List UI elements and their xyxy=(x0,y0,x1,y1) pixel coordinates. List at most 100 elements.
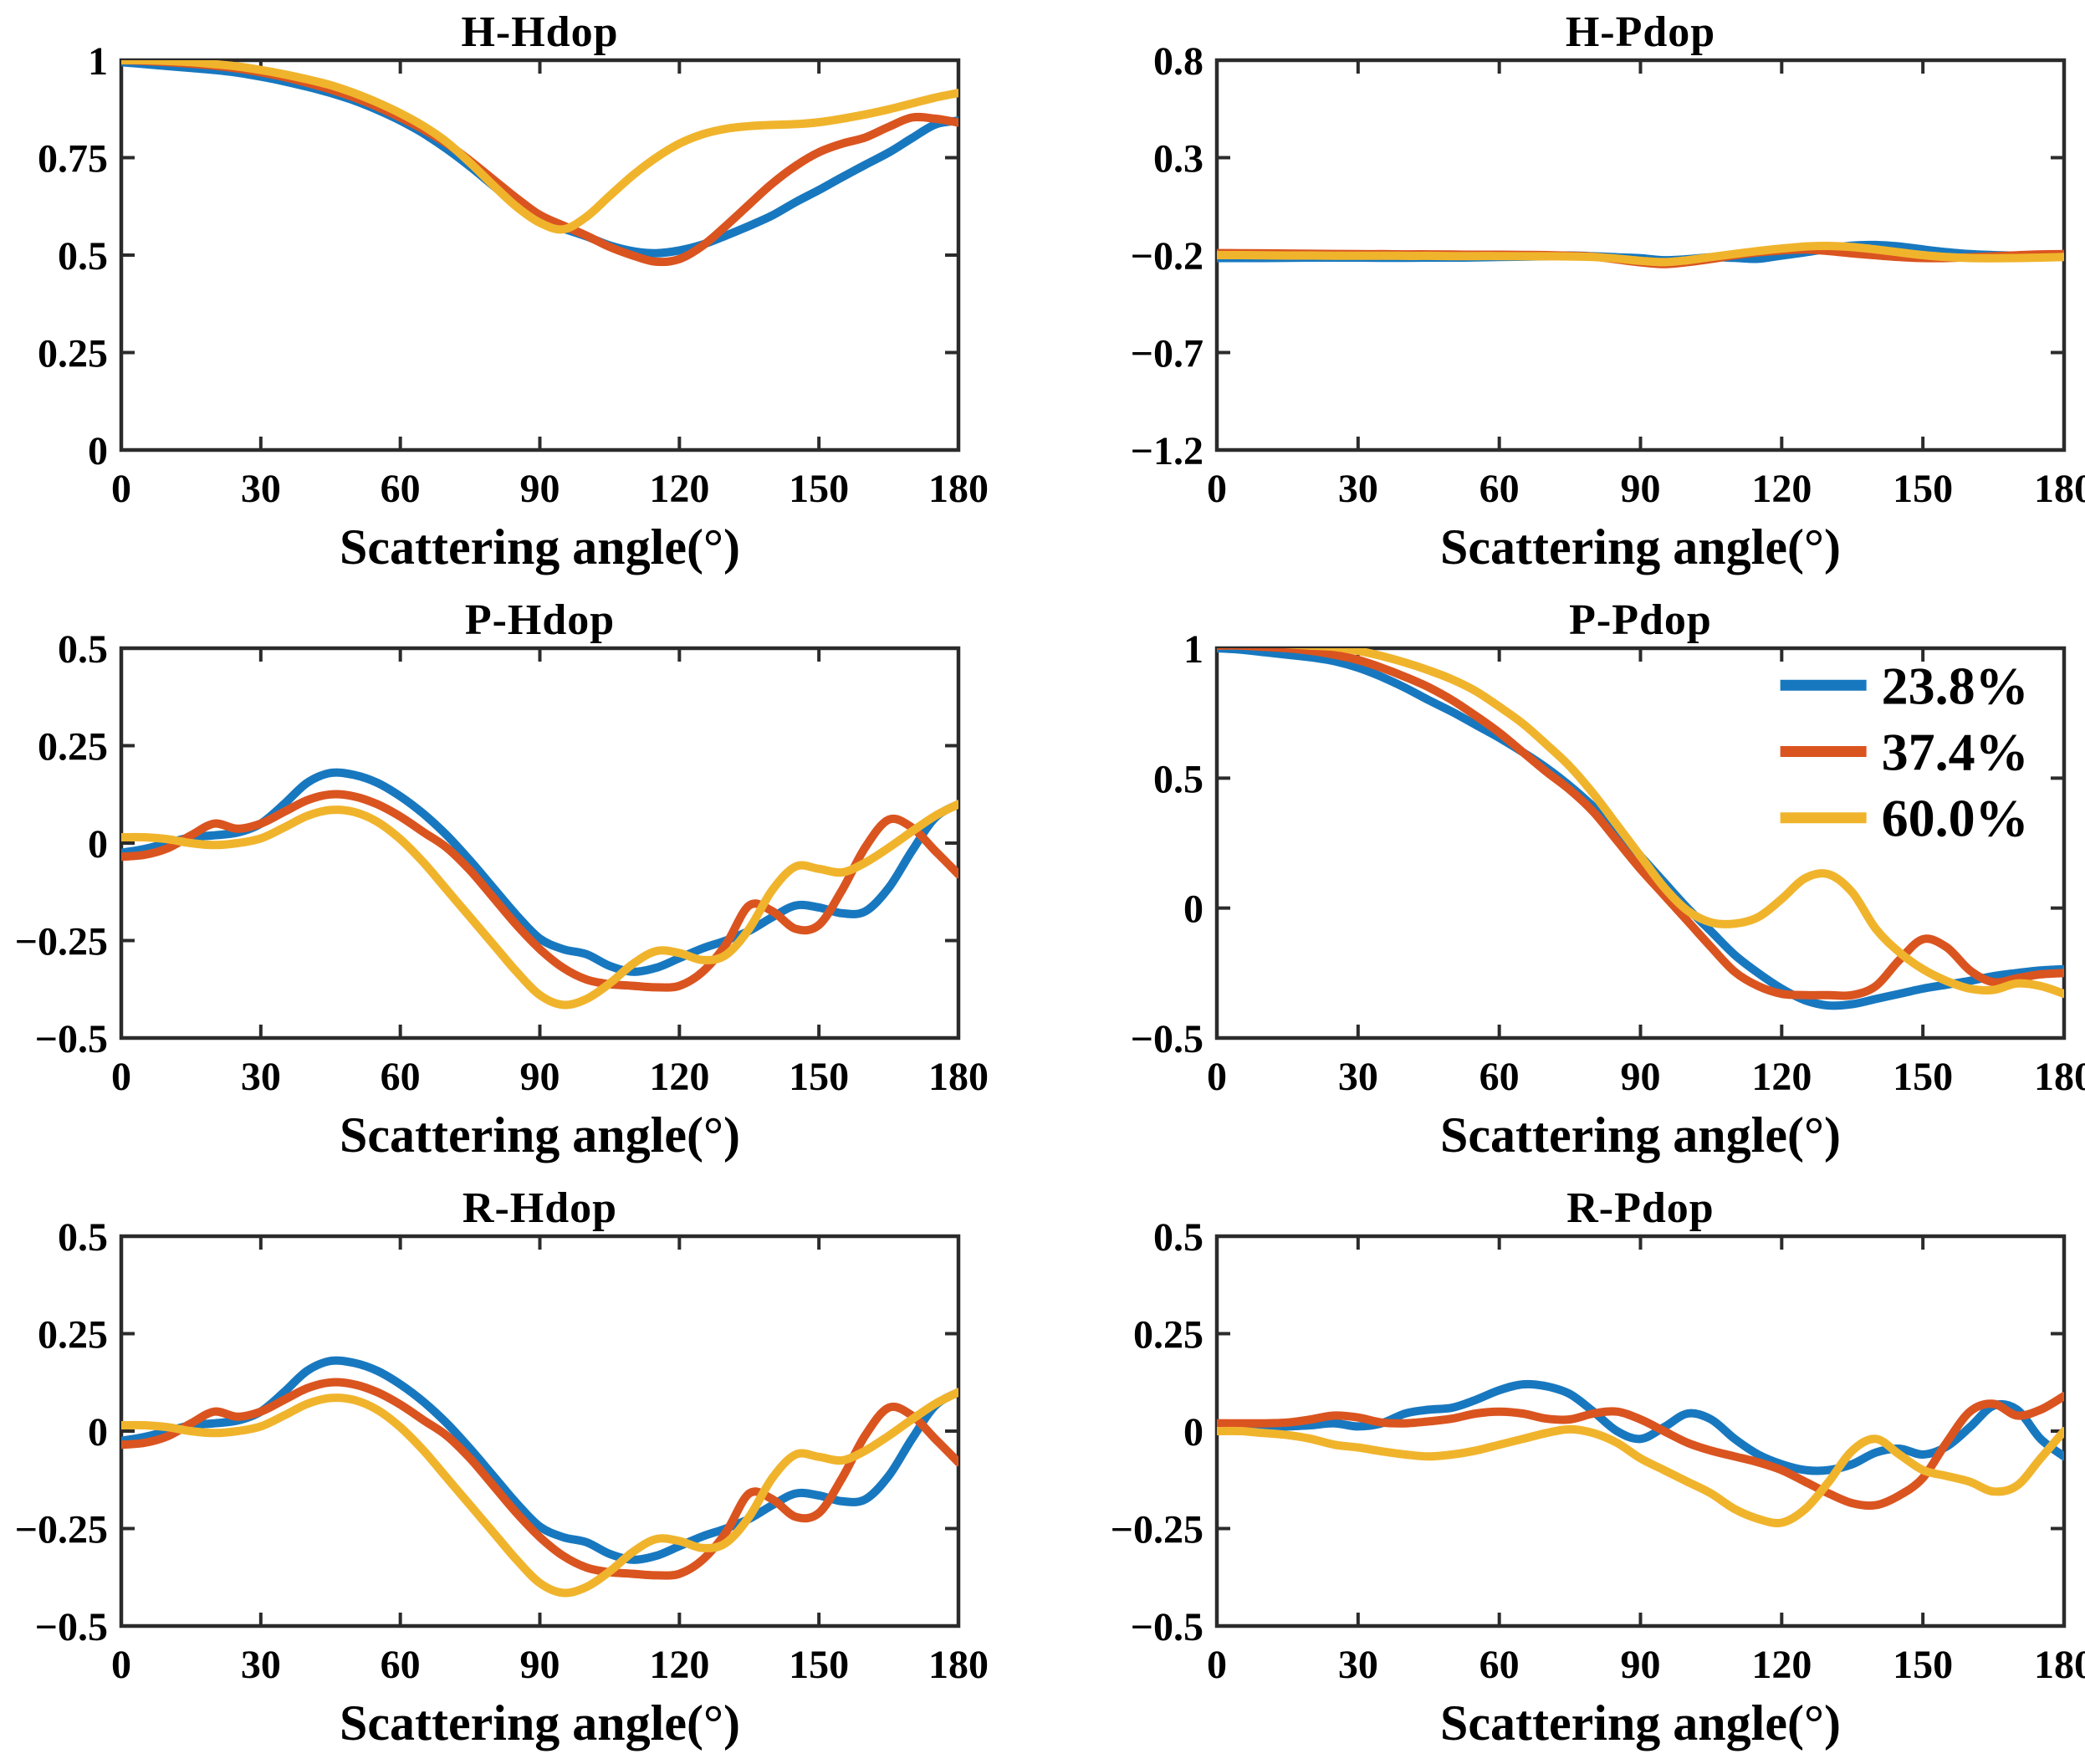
y-tick-label: 0.8 xyxy=(1153,39,1203,84)
y-tick-label: −0.5 xyxy=(35,1017,108,1061)
subplot-r-pdop: R-Pdop 0 30 60 90 120 150 180 0.5 0.25 0 −0.25 −0.5… xyxy=(1042,1176,2085,1764)
y-tick-label: 0 xyxy=(88,1410,108,1455)
x-tick-label: 0 xyxy=(111,1643,131,1687)
x-tick-label: 60 xyxy=(1479,467,1520,511)
series-line-60.0% xyxy=(1283,648,2064,999)
x-tick-label: 30 xyxy=(1338,467,1378,511)
chart-canvas-h-pdop: 0 30 60 90 120 150 180 0.8 0.3 −0.2 −0.7 −1.2 xyxy=(1131,39,2085,511)
y-tick-label: −0.25 xyxy=(1111,1508,1203,1552)
series-line-60.0% xyxy=(121,1388,958,1598)
y-tick-label: −0.25 xyxy=(15,1508,108,1552)
y-tick-label: 0 xyxy=(1183,1410,1203,1455)
x-axis-label: Scattering angle(°) xyxy=(340,1107,740,1163)
series-line-37.4% xyxy=(121,790,958,992)
y-tick-label: −1.2 xyxy=(1131,429,1203,473)
subplot-p-pdop: P-Pdop 0 30 60 90 120 150 180 1 0.5 0 −0.5 23.8% 37.… xyxy=(1042,588,2085,1176)
x-axis-label: Scattering angle(°) xyxy=(1440,1695,1841,1751)
subplot-h-hdop: H-Hdop 0 30 60 90 120 150 180 1 0.75 0.5 0.25 0 Sca… xyxy=(0,0,1042,588)
subplot-h-pdop: H-Pdop 0 30 60 90 120 150 180 0.8 0.3 −0.2 −0.7 −1.… xyxy=(1042,0,2085,588)
y-tick-label: 0 xyxy=(88,429,108,473)
y-tick-label: −0.5 xyxy=(1131,1017,1203,1061)
x-tick-label: 150 xyxy=(1893,467,1953,511)
x-tick-label: 30 xyxy=(241,1643,281,1687)
x-tick-label: 60 xyxy=(1479,1643,1520,1687)
x-tick-label: 180 xyxy=(928,1055,989,1099)
y-tick-label: −0.7 xyxy=(1131,332,1203,376)
x-tick-label: 120 xyxy=(649,1643,709,1687)
x-tick-label: 120 xyxy=(1751,467,1812,511)
chart-title: P-Hdop xyxy=(464,596,616,644)
chart-canvas-h-hdop: 0 30 60 90 120 150 180 1 0.75 0.5 0.25 0 xyxy=(38,39,989,511)
x-tick-label: 60 xyxy=(1479,1055,1520,1099)
series-line-23.8% xyxy=(1217,1379,2064,1475)
x-tick-label: 90 xyxy=(520,1643,560,1687)
series-line-60.0% xyxy=(1217,241,2064,267)
series-line-60.0% xyxy=(121,800,958,1010)
x-tick-label: 0 xyxy=(111,1055,131,1099)
x-axis-label: Scattering angle(°) xyxy=(1440,1107,1841,1163)
y-tick-label: 0.25 xyxy=(38,332,108,376)
axes-frame xyxy=(1214,1234,2067,1629)
x-tick-label: 30 xyxy=(241,1055,281,1099)
x-axis-label: Scattering angle(°) xyxy=(1440,519,1841,575)
x-tick-label: 60 xyxy=(381,467,421,511)
series-line-60.0% xyxy=(121,60,958,234)
series-line-37.4% xyxy=(121,60,958,267)
x-tick-label: 150 xyxy=(789,467,849,511)
x-axis-label: Scattering angle(°) xyxy=(340,1695,740,1751)
legend-label: 23.8% xyxy=(1882,656,2029,715)
x-tick-label: 0 xyxy=(1207,1643,1227,1687)
chart-title: R-Hdop xyxy=(462,1184,618,1232)
chart-title: R-Pdop xyxy=(1566,1184,1715,1232)
x-tick-label: 120 xyxy=(649,467,709,511)
x-tick-label: 150 xyxy=(1893,1643,1953,1687)
y-tick-label: 0.5 xyxy=(58,234,108,279)
x-tick-label: 120 xyxy=(1751,1055,1812,1099)
x-tick-label: 90 xyxy=(1621,467,1661,511)
x-tick-label: 0 xyxy=(1207,467,1227,511)
series-line-60.0% xyxy=(1217,1424,2064,1528)
x-tick-label: 180 xyxy=(2034,1055,2085,1099)
chart-title: P-Pdop xyxy=(1569,596,1712,644)
y-tick-label: −0.5 xyxy=(1131,1605,1203,1649)
subplot-r-hdop: R-Hdop 0 30 60 90 120 150 180 0.5 0.25 0 −0.25 −0.5… xyxy=(0,1176,1042,1764)
x-tick-label: 90 xyxy=(520,467,560,511)
chart-canvas-r-hdop: 0 30 60 90 120 150 180 0.5 0.25 0 −0.25 −0.5 xyxy=(15,1215,989,1687)
x-tick-label: 30 xyxy=(241,467,281,511)
series-line-37.4% xyxy=(1217,1392,2064,1511)
x-tick-label: 150 xyxy=(789,1055,849,1099)
x-tick-label: 180 xyxy=(2034,1643,2085,1687)
y-tick-label: 0.5 xyxy=(58,1215,108,1260)
y-tick-label: 0.75 xyxy=(38,137,108,182)
y-tick-label: −0.25 xyxy=(15,920,108,964)
y-tick-label: 0.25 xyxy=(38,1313,108,1358)
x-tick-label: 180 xyxy=(2034,467,2085,511)
legend-label: 37.4% xyxy=(1882,722,2029,781)
series-line-37.4% xyxy=(121,1378,958,1580)
x-tick-label: 180 xyxy=(928,467,989,511)
x-tick-label: 90 xyxy=(1621,1643,1661,1687)
x-tick-label: 150 xyxy=(789,1643,849,1687)
x-tick-label: 60 xyxy=(381,1055,421,1099)
x-tick-label: 30 xyxy=(1338,1055,1378,1099)
y-tick-label: 0.3 xyxy=(1153,137,1203,182)
y-tick-label: 0.5 xyxy=(1153,757,1203,801)
x-axis-label: Scattering angle(°) xyxy=(340,519,740,575)
y-tick-label: 0 xyxy=(1183,887,1203,932)
y-tick-label: 0.5 xyxy=(1153,1215,1203,1260)
y-tick-label: 0.25 xyxy=(1133,1313,1203,1358)
x-tick-label: 60 xyxy=(381,1643,421,1687)
x-tick-label: 120 xyxy=(649,1055,709,1099)
y-tick-label: 1 xyxy=(1183,627,1203,672)
x-tick-label: 0 xyxy=(111,467,131,511)
y-tick-label: 1 xyxy=(88,39,108,84)
x-tick-label: 0 xyxy=(1207,1055,1227,1099)
x-tick-label: 90 xyxy=(1621,1055,1661,1099)
chart-canvas-p-hdop: 0 30 60 90 120 150 180 0.5 0.25 0 −0.25 −0.5 xyxy=(15,627,989,1099)
chart-title: H-Pdop xyxy=(1565,8,1716,56)
subplot-p-hdop: P-Hdop 0 30 60 90 120 150 180 0.5 0.25 0 −0.25 −0.5… xyxy=(0,588,1042,1176)
y-tick-label: 0.5 xyxy=(58,627,108,672)
legend-label: 60.0% xyxy=(1882,789,2029,848)
y-tick-label: −0.2 xyxy=(1131,234,1203,279)
